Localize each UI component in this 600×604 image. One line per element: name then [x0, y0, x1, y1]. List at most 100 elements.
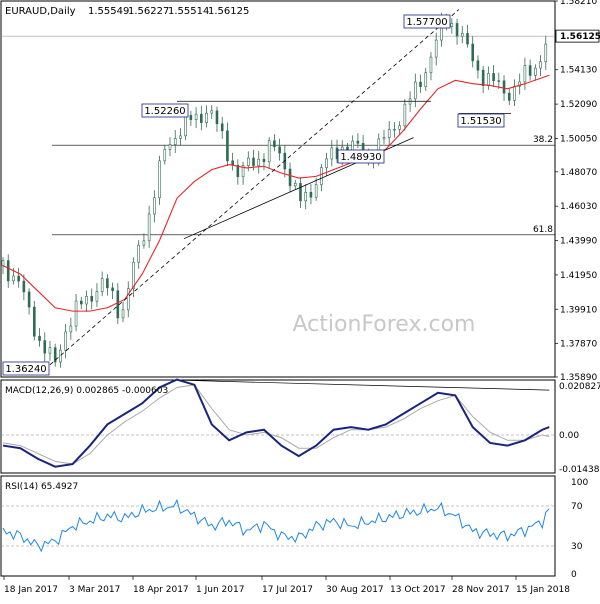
candle-body: [534, 67, 537, 76]
candle-body: [278, 146, 281, 154]
candle-body: [257, 158, 261, 167]
candle-body: [17, 275, 20, 282]
candle-body: [502, 80, 506, 94]
annotation-label-0: 1.36240: [5, 364, 46, 375]
price-y-tick-label: 1.35890: [560, 373, 597, 383]
candle-body: [27, 291, 31, 308]
candle-body: [22, 280, 26, 293]
candle-body: [262, 158, 266, 163]
candle-body: [153, 197, 156, 215]
ohlc-low: 1.55514: [168, 6, 209, 17]
candle-body: [189, 115, 193, 120]
candle-body: [38, 335, 41, 341]
watermark: ActionForex.com: [293, 312, 476, 337]
candle-body: [12, 275, 15, 282]
rsi-chart-layer: RSI(14) 65.4927: [1, 482, 555, 553]
candle-body: [43, 340, 47, 354]
rsi-title: RSI(14) 65.4927: [5, 482, 78, 492]
annotation-box-1: [141, 103, 189, 118]
candle-body: [163, 149, 167, 162]
annotation-label-1: 1.52260: [144, 106, 185, 117]
candle-body: [6, 260, 10, 282]
candle-body: [241, 165, 245, 178]
macd-title: MACD(12,26,9) 0.002865 -0.000603: [5, 386, 168, 396]
candle-body: [309, 191, 313, 198]
candle-body: [393, 129, 396, 131]
candle-body: [471, 43, 475, 62]
candle-body: [314, 184, 318, 198]
candle-body: [429, 56, 433, 73]
candle-body: [523, 65, 527, 83]
candle-body: [90, 296, 94, 302]
candle-body: [518, 81, 521, 87]
candle-body: [293, 183, 297, 187]
candle-body: [200, 113, 203, 123]
candle-body: [320, 167, 323, 185]
annotation-label-2: 1.57700: [406, 17, 447, 28]
macd-panel: [0, 379, 556, 474]
candle-body: [184, 115, 187, 137]
price-y-tick-label: 1.54130: [560, 66, 597, 76]
candle-body: [330, 147, 334, 160]
candle-body: [64, 331, 67, 351]
annotation-box-0: [2, 361, 50, 376]
candle-body: [544, 43, 548, 63]
candle-body: [79, 300, 83, 305]
annotation-label-4: 1.48930: [340, 152, 381, 163]
candle-body: [59, 349, 62, 363]
candle-body: [497, 80, 501, 82]
candle-body: [194, 113, 198, 120]
candle-body: [434, 39, 438, 58]
price-y-tick-label: 1.58210: [560, 0, 597, 7]
price-y-tick-label: 1.52090: [560, 100, 597, 110]
candle-body: [168, 144, 172, 150]
axis-layer: 1.58210 1.56125 1.54130 1.52090 1.50050 1.480…: [3, 0, 600, 595]
ohlc-high: 1.56227: [128, 6, 169, 17]
price-y-tick-label: 1.37870: [560, 340, 597, 350]
candle-body: [220, 123, 224, 132]
annotation-label-3: 1.51530: [460, 116, 501, 127]
candle-body: [507, 92, 511, 101]
candle-body: [455, 23, 459, 37]
x-axis-label: 13 Oct 2017: [390, 585, 446, 595]
candle-body: [460, 32, 464, 37]
macd-y-tick-label: 0.020827: [559, 382, 600, 392]
candle-body: [95, 291, 99, 302]
x-axis-label: 18 Apr 2017: [133, 585, 189, 595]
candle-body: [273, 140, 276, 148]
rsi-y-tick-label: 0: [571, 570, 577, 580]
candle-body: [414, 81, 417, 100]
candle-body: [111, 287, 114, 292]
candle-body: [85, 296, 88, 305]
price-panel: [0, 0, 556, 378]
candle-body: [466, 32, 469, 45]
candle-body: [513, 85, 516, 101]
current-price-box: [555, 29, 600, 43]
price-y-tick-label: 1.46030: [560, 202, 597, 212]
candle-body: [476, 60, 480, 71]
candle-body: [424, 72, 428, 87]
x-axis-label: 18 Jan 2017: [4, 585, 58, 595]
candle-body: [126, 288, 130, 311]
rsi-y-tick-label: 30: [571, 542, 583, 552]
candle-body: [304, 191, 308, 202]
candle-body: [288, 168, 292, 187]
x-axis-label: 15 Jan 2018: [516, 585, 570, 595]
candle-body: [100, 278, 104, 292]
candle-body: [158, 160, 161, 199]
macd-divergence-line: [183, 379, 550, 391]
price-chart-layer: 38.2 61.8 1.36240 1.52260 1.57700 1.51530 1.48…: [1, 9, 555, 376]
price-y-tick-label: 1.50050: [560, 134, 597, 144]
candle-body: [325, 158, 328, 168]
candle-body: [74, 300, 78, 327]
candle-body: [246, 157, 250, 166]
candle-body: [147, 213, 151, 242]
rsi-panel: [0, 475, 556, 577]
candle-body: [299, 183, 302, 202]
candle-body: [351, 140, 354, 151]
x-axis-label: 3 Mar 2017: [69, 585, 120, 595]
candle-body: [137, 244, 140, 263]
fib-level-label-0: 38.2: [533, 135, 553, 145]
candle-body: [419, 81, 422, 87]
